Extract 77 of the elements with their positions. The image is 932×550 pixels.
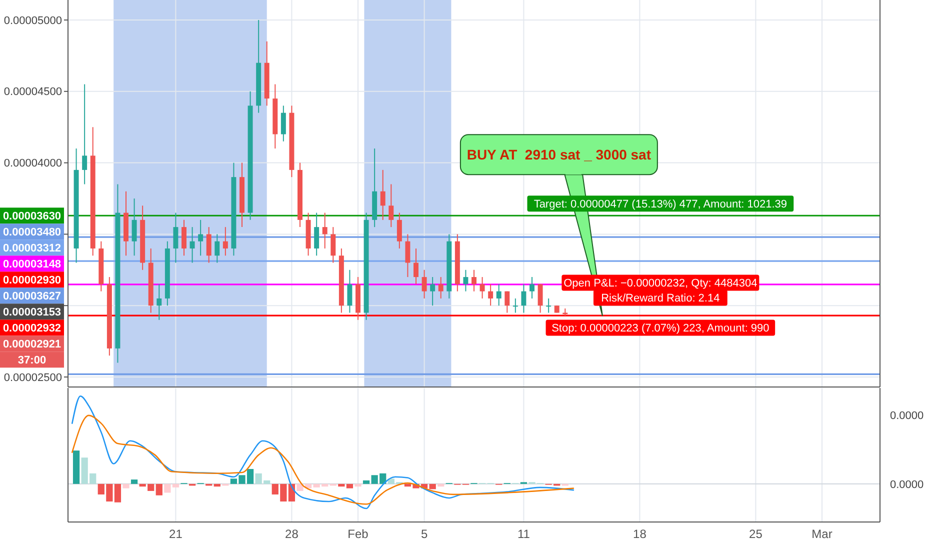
annotation: Open P&L: −0.00000232, Qty: 4484304 [564, 278, 758, 290]
candlestick [530, 276, 534, 299]
candlestick [521, 284, 526, 314]
bar [214, 484, 220, 487]
candlestick [480, 276, 485, 299]
candlestick [280, 105, 286, 142]
x-tick-label: 18 [633, 527, 647, 541]
y-tick-label: 0.00002500 [4, 372, 62, 384]
candlestick [388, 184, 394, 228]
bar [354, 484, 362, 487]
ref-line-label: 0.00003630 [2, 210, 62, 222]
y-tick-label: 0.00005000 [4, 14, 62, 27]
candlestick [190, 226, 195, 264]
candlestick [214, 234, 220, 264]
candlestick [206, 226, 212, 264]
x-tick-label: Mar [812, 527, 832, 541]
ref-line-label: 0.00003148 [2, 258, 62, 270]
candlestick [430, 276, 436, 306]
candlestick [512, 298, 518, 314]
candlestick [472, 269, 476, 292]
x-tick-label: 5 [420, 527, 428, 541]
candlestick [496, 284, 502, 306]
candlestick [488, 284, 494, 306]
candlestick [314, 212, 320, 256]
bar [172, 484, 180, 488]
bar [338, 484, 345, 487]
x-tick-label: 11 [517, 527, 530, 541]
y-tick-label: 0.00004000 [4, 158, 62, 170]
bar [429, 484, 436, 490]
candlestick [504, 290, 510, 314]
candlestick [405, 234, 410, 278]
text: 0.0000 [890, 410, 924, 422]
text: 0.00002932 [2, 322, 62, 334]
text: 37:00 [18, 354, 46, 366]
bar [438, 484, 444, 487]
annotation: Target: 0.00000477 (15.13%) 477, Amount: 1021.39 [534, 198, 788, 210]
bar [122, 484, 130, 488]
x-tick-label: Feb [348, 527, 369, 541]
candlestick [546, 298, 552, 314]
x-tick-label: 28 [285, 527, 299, 541]
bar [164, 484, 171, 493]
bar [72, 450, 80, 484]
bar [114, 484, 122, 502]
candlestick [82, 84, 88, 185]
candlestick [132, 198, 137, 256]
candlestick [380, 169, 386, 220]
x-tick-label: 25 [749, 527, 763, 541]
ref-line-label: 0.00003480 [2, 226, 62, 238]
x-tick-label: 21 [169, 527, 183, 541]
y-tick-label: 0.00004500 [4, 86, 62, 98]
candlestick [182, 219, 186, 256]
ref-line-label: 0.00002930 [2, 274, 62, 286]
candlestick [347, 269, 352, 314]
candlestick [322, 212, 328, 249]
candlestick [222, 226, 228, 256]
candlestick [156, 284, 162, 320]
candlestick [396, 212, 402, 249]
bar [346, 484, 354, 488]
candlestick [198, 219, 204, 256]
candlestick [438, 276, 444, 299]
text: 0.00003627 [2, 290, 62, 302]
candlestick [330, 226, 336, 264]
candlestick [414, 248, 418, 285]
annotation: BUY AT 2910 sat _ 3000 sat [466, 146, 652, 162]
bar [362, 480, 370, 484]
candlestick [463, 269, 468, 292]
text: 0.00003153 [2, 306, 62, 318]
text: 0.00002921 [2, 338, 62, 350]
annotation: Risk/Reward Ratio: 2.14 [601, 292, 720, 305]
bar [130, 480, 138, 484]
candlestick [538, 284, 543, 314]
candlestick [422, 269, 427, 299]
candlestick [173, 212, 178, 264]
text: 0.0000 [890, 478, 924, 491]
ref-line-label: 0.00003312 [2, 242, 62, 254]
bar [156, 484, 162, 496]
annotation: Stop: 0.00000223 (7.07%) 223, Amount: 990 [552, 322, 770, 335]
